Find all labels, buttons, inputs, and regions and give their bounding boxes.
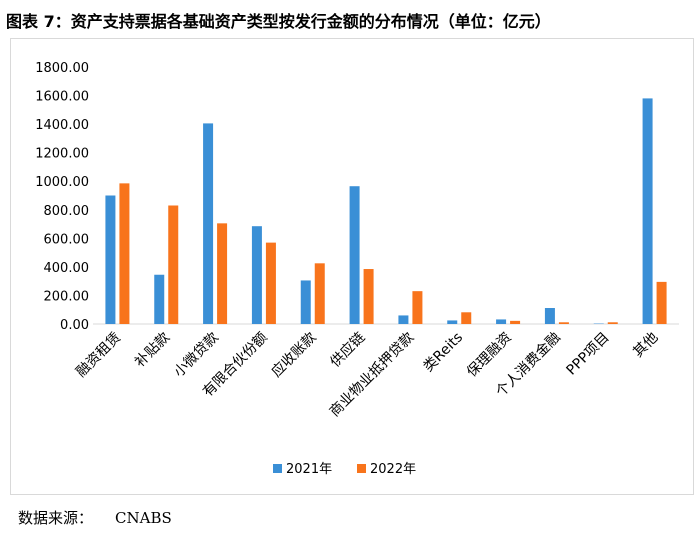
- x-category-label: 类Reits: [421, 330, 467, 376]
- bar-2022: [217, 223, 228, 324]
- y-tick-label: 1200.00: [35, 147, 89, 162]
- bar-2022: [461, 312, 472, 324]
- y-axis-ticks: 0.00 200.00 400.00 600.00 800.00 1000.00 1200.…: [35, 61, 679, 333]
- x-category-label: 商业物业抵押贷款: [327, 330, 418, 421]
- bar-chart: 0.00 200.00 400.00 600.00 800.00 1000.00 1200.…: [35, 61, 679, 477]
- bar-2021: [642, 98, 653, 325]
- legend-label-2021: 2021年: [286, 462, 332, 477]
- bar-2022: [656, 281, 667, 324]
- x-category-label: 补贴款: [132, 330, 173, 371]
- x-category-label: 其他: [630, 330, 661, 361]
- bar-2021: [203, 123, 214, 325]
- x-category-label: PPP项目: [564, 330, 613, 379]
- bar-2022: [265, 242, 276, 324]
- legend-swatch-2022: [357, 464, 366, 473]
- bar-2022: [607, 322, 618, 324]
- bar-2022: [168, 205, 179, 324]
- chart-title: 图表 7：资产支持票据各基础资产类型按发行金额的分布情况（单位：亿元）: [6, 12, 551, 31]
- bar-2021: [154, 274, 165, 324]
- chart-frame: 0.00 200.00 400.00 600.00 800.00 1000.00 1200.…: [10, 38, 694, 495]
- bar-2022: [119, 183, 130, 324]
- y-tick-label: 600.00: [44, 232, 90, 247]
- bar-2021: [105, 195, 116, 324]
- bar-2021: [447, 320, 458, 324]
- bar-2022: [412, 291, 423, 324]
- x-category-label: 保理融资: [464, 330, 515, 381]
- bar-2022: [510, 320, 521, 324]
- source-note: 数据来源： CNABS: [18, 507, 172, 528]
- bar-2022: [558, 322, 569, 324]
- x-category-label: 融资租赁: [73, 330, 124, 381]
- legend-swatch-2021: [273, 464, 282, 473]
- bar-2021: [349, 186, 360, 324]
- bar-2022: [314, 263, 325, 324]
- y-tick-label: 0.00: [60, 318, 89, 333]
- source-value: CNABS: [115, 509, 172, 527]
- x-category-label: 供应链: [327, 329, 369, 371]
- y-tick-label: 800.00: [44, 204, 90, 219]
- x-category-label: 应收账款: [268, 329, 320, 381]
- bars: [105, 98, 667, 325]
- y-tick-label: 1400.00: [35, 118, 89, 133]
- bar-2021: [496, 319, 507, 324]
- bar-2022: [363, 269, 374, 324]
- bar-2021: [544, 308, 555, 324]
- y-tick-label: 400.00: [44, 261, 90, 276]
- bar-2021: [300, 280, 311, 324]
- legend-label-2022: 2022年: [370, 462, 416, 477]
- bar-2021: [398, 315, 409, 324]
- y-tick-label: 1000.00: [35, 175, 89, 190]
- y-tick-label: 200.00: [44, 289, 90, 304]
- y-tick-label: 1600.00: [35, 90, 89, 105]
- y-tick-label: 1800.00: [35, 61, 89, 76]
- x-category-label: 小微贷款: [171, 330, 222, 381]
- legend: 2021年 2022年: [273, 462, 416, 477]
- bar-2021: [251, 226, 262, 324]
- source-label: 数据来源：: [18, 509, 94, 527]
